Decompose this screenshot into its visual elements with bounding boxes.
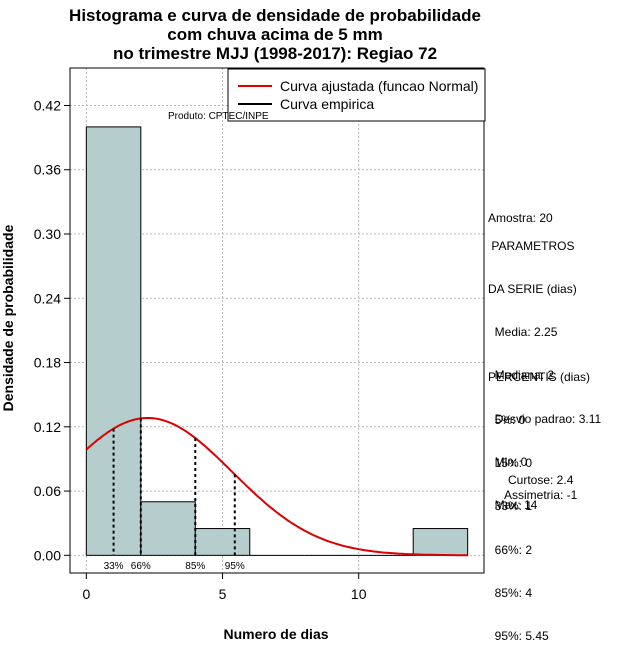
percentis-block: PERCENTIS (dias) 5%: 0 15%: 0 33%: 1 66%… <box>488 341 590 658</box>
curtose-text: Curtose: 2.4 <box>508 473 574 487</box>
percentil-95: 95%: 5.45 <box>488 629 549 644</box>
x-tick-label: 0 <box>82 586 90 602</box>
percentil-5: 5%: 0 <box>488 413 526 428</box>
title-line-3: no trimestre MJJ (1998-2017): Regiao 72 <box>113 44 437 63</box>
title-line-2: com chuva acima de 5 mm <box>167 25 382 44</box>
param-desvio: Desvio padrao: 3.11 <box>488 411 602 426</box>
param-max: Max: 14 <box>488 498 538 513</box>
percentile-label: 33% <box>104 561 124 572</box>
stats-panel: Amostra: 20 <box>488 182 553 240</box>
histogram-bar <box>412 528 469 556</box>
y-tick-label: 0.00 <box>34 547 61 563</box>
y-tick-label: 0.12 <box>34 419 61 435</box>
x-tick-label: 10 <box>351 586 367 602</box>
percentil-33: 33%: 1 <box>488 499 533 514</box>
y-axis-label: Densidade de probabilidade <box>0 224 16 411</box>
param-mediana: Mediana: 2 <box>488 368 555 383</box>
param-media: Media: 2.25 <box>488 325 558 340</box>
percentil-15: 15%: 0 <box>488 456 533 471</box>
sample-size: Amostra: 20 <box>488 210 553 225</box>
normal-curve <box>85 417 468 557</box>
histogram-bars <box>85 126 469 556</box>
percentile-label: 95% <box>225 561 245 572</box>
curves <box>85 417 468 557</box>
legend: Curva ajustada (funcao Normal) Curva empi… <box>227 68 486 122</box>
y-tick-label: 0.24 <box>34 290 61 306</box>
plot-frame <box>69 67 485 574</box>
x-axis-label: Numero de dias <box>223 626 328 642</box>
legend-label-normal: Curva ajustada (funcao Normal) <box>280 78 478 94</box>
y-tick-label: 0.06 <box>34 483 61 499</box>
percentil-66: 66%: 2 <box>488 542 533 557</box>
chart-title: Histograma e curva de densidade de proba… <box>69 6 481 63</box>
x-tick-label: 5 <box>219 586 227 602</box>
percentile-markers: 33% 66% 85% 95% <box>104 418 245 572</box>
percentis-header: PERCENTIS (dias) <box>488 369 591 384</box>
params-header-line2: DA SERIE (dias) <box>488 282 577 297</box>
axes: 0.00 0.06 0.12 0.18 0.24 0.30 0.36 0.42 0 5 10 <box>34 67 485 602</box>
y-tick-label: 0.36 <box>34 162 61 178</box>
param-min: Min: 0 <box>488 454 528 469</box>
percentile-label: 85% <box>185 561 205 572</box>
histogram-bar <box>194 528 251 556</box>
title-line-1: Histograma e curva de densidade de proba… <box>69 6 481 25</box>
y-tick-label: 0.42 <box>34 97 61 113</box>
params-block: PARAMETROS DA SERIE (dias) Media: 2.25 M… <box>488 210 601 527</box>
y-tick-label: 0.18 <box>34 355 61 371</box>
legend-box <box>227 68 486 122</box>
histogram-bar <box>140 501 196 556</box>
percentil-85: 85%: 4 <box>488 585 533 600</box>
credit-text: Produto: CPTEC/INPE <box>168 111 269 122</box>
percentile-label: 66% <box>131 561 151 572</box>
y-tick-label: 0.30 <box>34 226 61 242</box>
legend-label-empirical: Curva empirica <box>280 96 374 112</box>
assimetria-text: Assimetria: -1 <box>504 488 578 502</box>
params-header-line1: PARAMETROS <box>488 238 575 253</box>
